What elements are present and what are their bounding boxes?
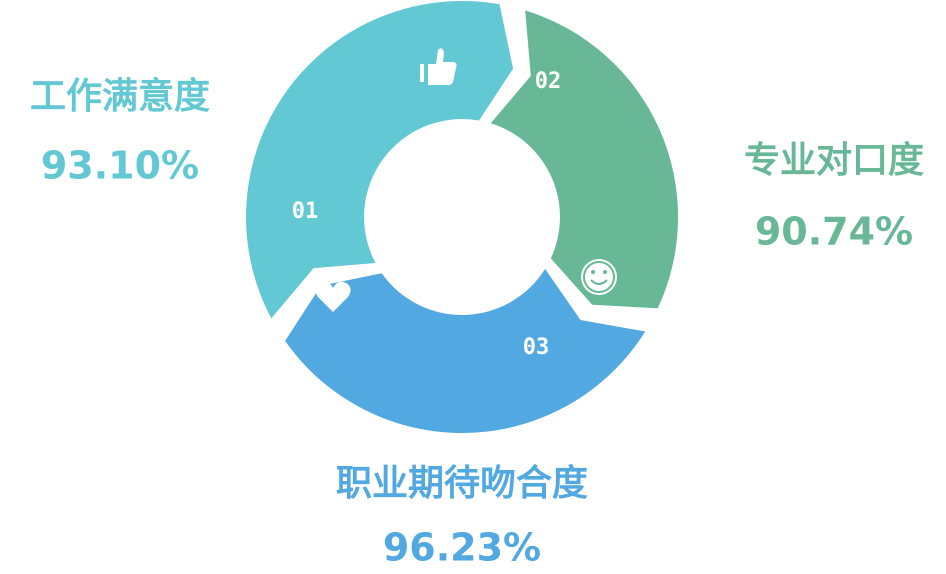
smile-icon (581, 259, 617, 295)
segment-number: 02 (535, 69, 562, 94)
item-label: 职业期待吻合度 (336, 463, 588, 504)
item-value: 93.10% (41, 144, 199, 188)
ring-segment (490, 10, 679, 309)
ring-segment (246, 1, 514, 319)
thumbs-up-icon (420, 48, 457, 85)
item-value: 90.74% (755, 210, 913, 254)
segment-number: 03 (523, 335, 550, 360)
item-label: 工作满意度 (30, 76, 210, 117)
item-value: 96.23% (383, 526, 541, 570)
heart-icon (315, 281, 351, 312)
item-label: 专业对口度 (744, 140, 924, 181)
ring-segment (285, 268, 646, 434)
segment-number: 01 (292, 199, 319, 224)
